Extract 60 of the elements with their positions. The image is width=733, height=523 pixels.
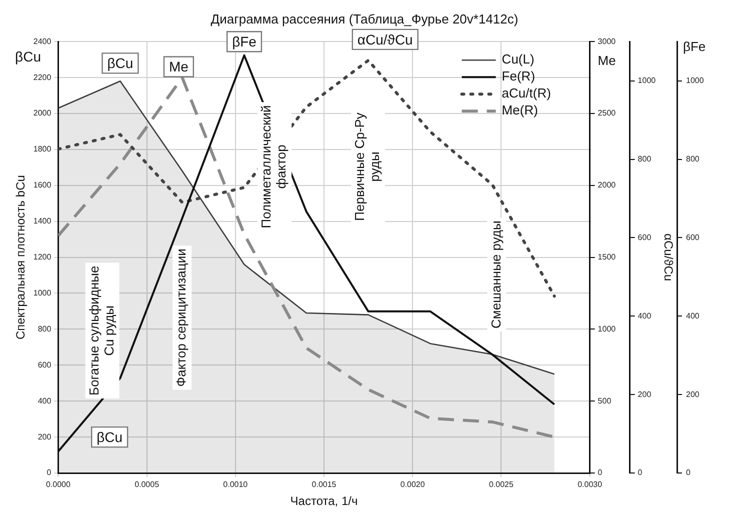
annotation: βCu xyxy=(96,428,123,445)
legend-label: Me(R) xyxy=(502,102,538,118)
text: 600 xyxy=(686,232,700,242)
y-tick-label: 0 xyxy=(46,468,52,478)
annotation: Me xyxy=(168,58,189,75)
y3-tick-label: 600 xyxy=(638,232,652,242)
y2-tick-label: 1000 xyxy=(598,324,616,334)
annotation: βCu xyxy=(107,55,134,72)
x-axis-title: Частота, 1/ч xyxy=(290,494,358,508)
y3-axis-title: αCu/ϑCu xyxy=(661,234,676,282)
x-tick-label: 0.0030 xyxy=(578,480,603,490)
legend-label: Fe(R) xyxy=(502,68,536,84)
y-tick-label: 2400 xyxy=(33,36,52,46)
y-tick-label: 200 xyxy=(38,432,52,442)
text: 1000 xyxy=(686,76,704,86)
x-tick-label: 0.0025 xyxy=(488,480,514,490)
y2-tick-label: 2000 xyxy=(598,180,616,190)
y3-tick-label: 200 xyxy=(638,390,652,399)
legend-label: aCu/t(R) xyxy=(502,86,551,101)
y2-tick-label: 1500 xyxy=(598,252,616,262)
y-tick-label: 1000 xyxy=(33,288,52,298)
legend-label: Cu(L) xyxy=(502,52,534,67)
y2-tick-label: 2500 xyxy=(598,108,616,118)
y-tick-label: 1400 xyxy=(33,216,52,226)
annotation: Первичные Ср-Ру руды xyxy=(352,112,382,221)
y3-tick-label: 800 xyxy=(638,154,652,164)
y-tick-label: 400 xyxy=(38,396,52,406)
annotation: αCu/ϑCu xyxy=(357,31,413,48)
y-tick-label: 1600 xyxy=(33,180,52,190)
annotation: Богатые сульфидные Cu руды xyxy=(86,266,116,396)
y3-tick-label: 1000 xyxy=(638,76,656,86)
y-tick-label: 1200 xyxy=(33,252,52,262)
text: 200 xyxy=(686,390,700,399)
y-tick-label: 2000 xyxy=(33,108,52,118)
annotation: Полиметаллический фактор xyxy=(258,105,289,228)
y3-tick-label: 0 xyxy=(638,468,643,478)
y-tick-label: 1800 xyxy=(33,144,52,154)
text: βCu xyxy=(15,48,41,64)
y-axis-title: Спектральная плотность bCu xyxy=(14,175,28,340)
text: 0 xyxy=(686,468,691,478)
text: 400 xyxy=(686,311,700,320)
x-tick-label: 0.0010 xyxy=(223,480,248,490)
x-tick-label: 0.0015 xyxy=(312,480,337,490)
annotation: βFe xyxy=(232,33,257,50)
x-tick-label: 0.0020 xyxy=(400,480,426,490)
annotation: Фактор серицитизации xyxy=(174,248,189,387)
y2-tick-label: 0 xyxy=(598,468,603,478)
text: βFe xyxy=(683,39,706,54)
x-tick-label: 0.0005 xyxy=(134,480,160,490)
y2-tick-label: 500 xyxy=(598,396,612,406)
y-tick-label: 600 xyxy=(38,360,52,370)
y-tick-label: 800 xyxy=(38,324,52,334)
x-tick-label: 0.0000 xyxy=(46,480,71,490)
y-tick-label: 2200 xyxy=(33,72,52,82)
y3-tick-label: 400 xyxy=(638,311,652,320)
y2-tick-label: 3000 xyxy=(598,36,616,46)
annotation: Смешанные руды xyxy=(488,220,504,328)
text: 800 xyxy=(686,154,700,164)
y2-axis-title: Me xyxy=(598,53,616,68)
chart-title: Диаграмма рассеяния (Таблица_Фурье 20v*1412c) xyxy=(210,11,518,26)
